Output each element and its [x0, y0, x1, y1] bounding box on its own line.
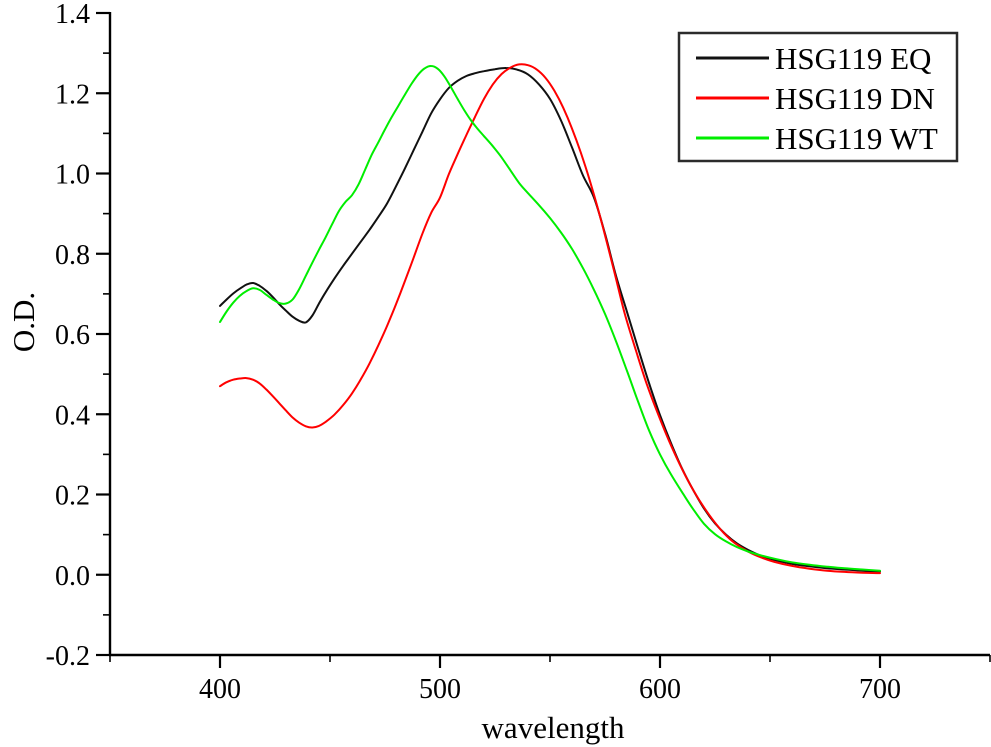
- y-tick-label: 0.8: [55, 240, 90, 271]
- y-tick-label: 1.2: [55, 79, 90, 110]
- y-tick-label: 0.0: [55, 561, 90, 592]
- axis-ticks: 400 500 600 700 -0.2 0.0 0.2 0.4 0.6 0.8 1.0 1.2 1.4: [46, 0, 991, 705]
- legend-item: HSG119 EQ: [696, 41, 931, 76]
- curves: [219, 63, 881, 575]
- y-axis-title: O.D.: [6, 292, 41, 352]
- legend-item: HSG119 WT: [696, 121, 938, 156]
- x-tick-label: 600: [639, 674, 681, 705]
- curve-hsg119-dn: [219, 63, 881, 575]
- y-tick-label: 1.0: [55, 160, 90, 191]
- curve-hsg119-wt: [219, 64, 881, 572]
- y-tick-label: 0.6: [55, 320, 90, 351]
- x-axis-title: wavelength: [482, 710, 625, 745]
- y-tick-label: 0.4: [55, 400, 90, 431]
- y-tick-label: 1.4: [55, 0, 90, 30]
- y-tick-label: -0.2: [46, 641, 90, 672]
- legend-label: HSG119 DN: [775, 81, 935, 116]
- x-tick-label: 400: [199, 674, 241, 705]
- legend: HSG119 EQ HSG119 DN HSG119 WT: [677, 31, 959, 163]
- x-tick-label: 500: [419, 674, 461, 705]
- legend-item: HSG119 DN: [696, 81, 935, 116]
- x-tick-label: 700: [859, 674, 901, 705]
- y-tick-label: 0.2: [55, 481, 90, 512]
- legend-label: HSG119 EQ: [775, 41, 931, 76]
- legend-label: HSG119 WT: [775, 121, 938, 156]
